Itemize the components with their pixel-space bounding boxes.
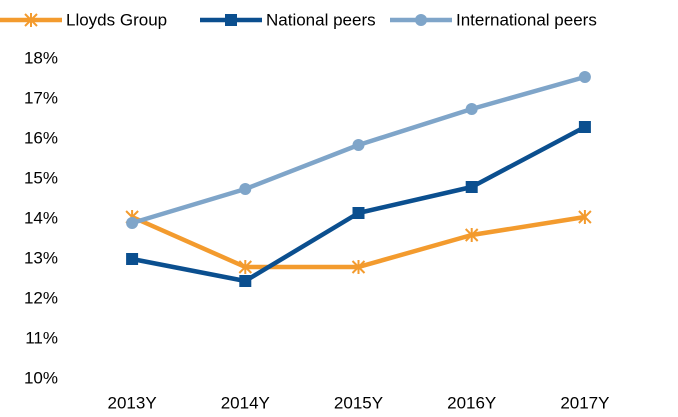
y-tick-label: 12% — [24, 288, 58, 307]
marker — [225, 14, 237, 26]
y-tick-label: 10% — [24, 368, 58, 387]
marker — [465, 103, 478, 115]
marker — [239, 183, 252, 195]
marker — [464, 228, 479, 242]
marker — [238, 260, 253, 274]
x-tick-label: 2016Y — [447, 393, 496, 412]
y-tick-label: 14% — [24, 208, 58, 227]
y-tick-label: 13% — [24, 248, 58, 267]
legend-label: National peers — [266, 10, 376, 29]
legend-label: International peers — [456, 10, 597, 29]
marker — [465, 181, 478, 193]
x-tick-label: 2014Y — [221, 393, 270, 412]
marker — [578, 121, 591, 133]
legend-label: Lloyds Group — [66, 10, 167, 29]
y-tick-label: 11% — [25, 328, 58, 347]
marker — [239, 275, 252, 287]
marker — [578, 210, 592, 224]
x-tick-label: 2013Y — [108, 393, 157, 412]
x-tick-label: 2015Y — [334, 393, 383, 412]
marker — [126, 253, 139, 265]
marker — [578, 71, 591, 83]
y-tick-label: 18% — [24, 48, 58, 67]
marker — [24, 13, 38, 27]
marker — [415, 14, 427, 26]
y-tick-label: 15% — [24, 168, 58, 187]
x-tick-label: 2017Y — [560, 393, 609, 412]
marker — [351, 260, 366, 274]
y-tick-label: 17% — [24, 88, 58, 107]
y-tick-label: 16% — [24, 128, 58, 147]
series-line — [131, 214, 586, 270]
marker — [352, 207, 365, 219]
marker — [352, 139, 365, 151]
marker — [126, 217, 139, 229]
